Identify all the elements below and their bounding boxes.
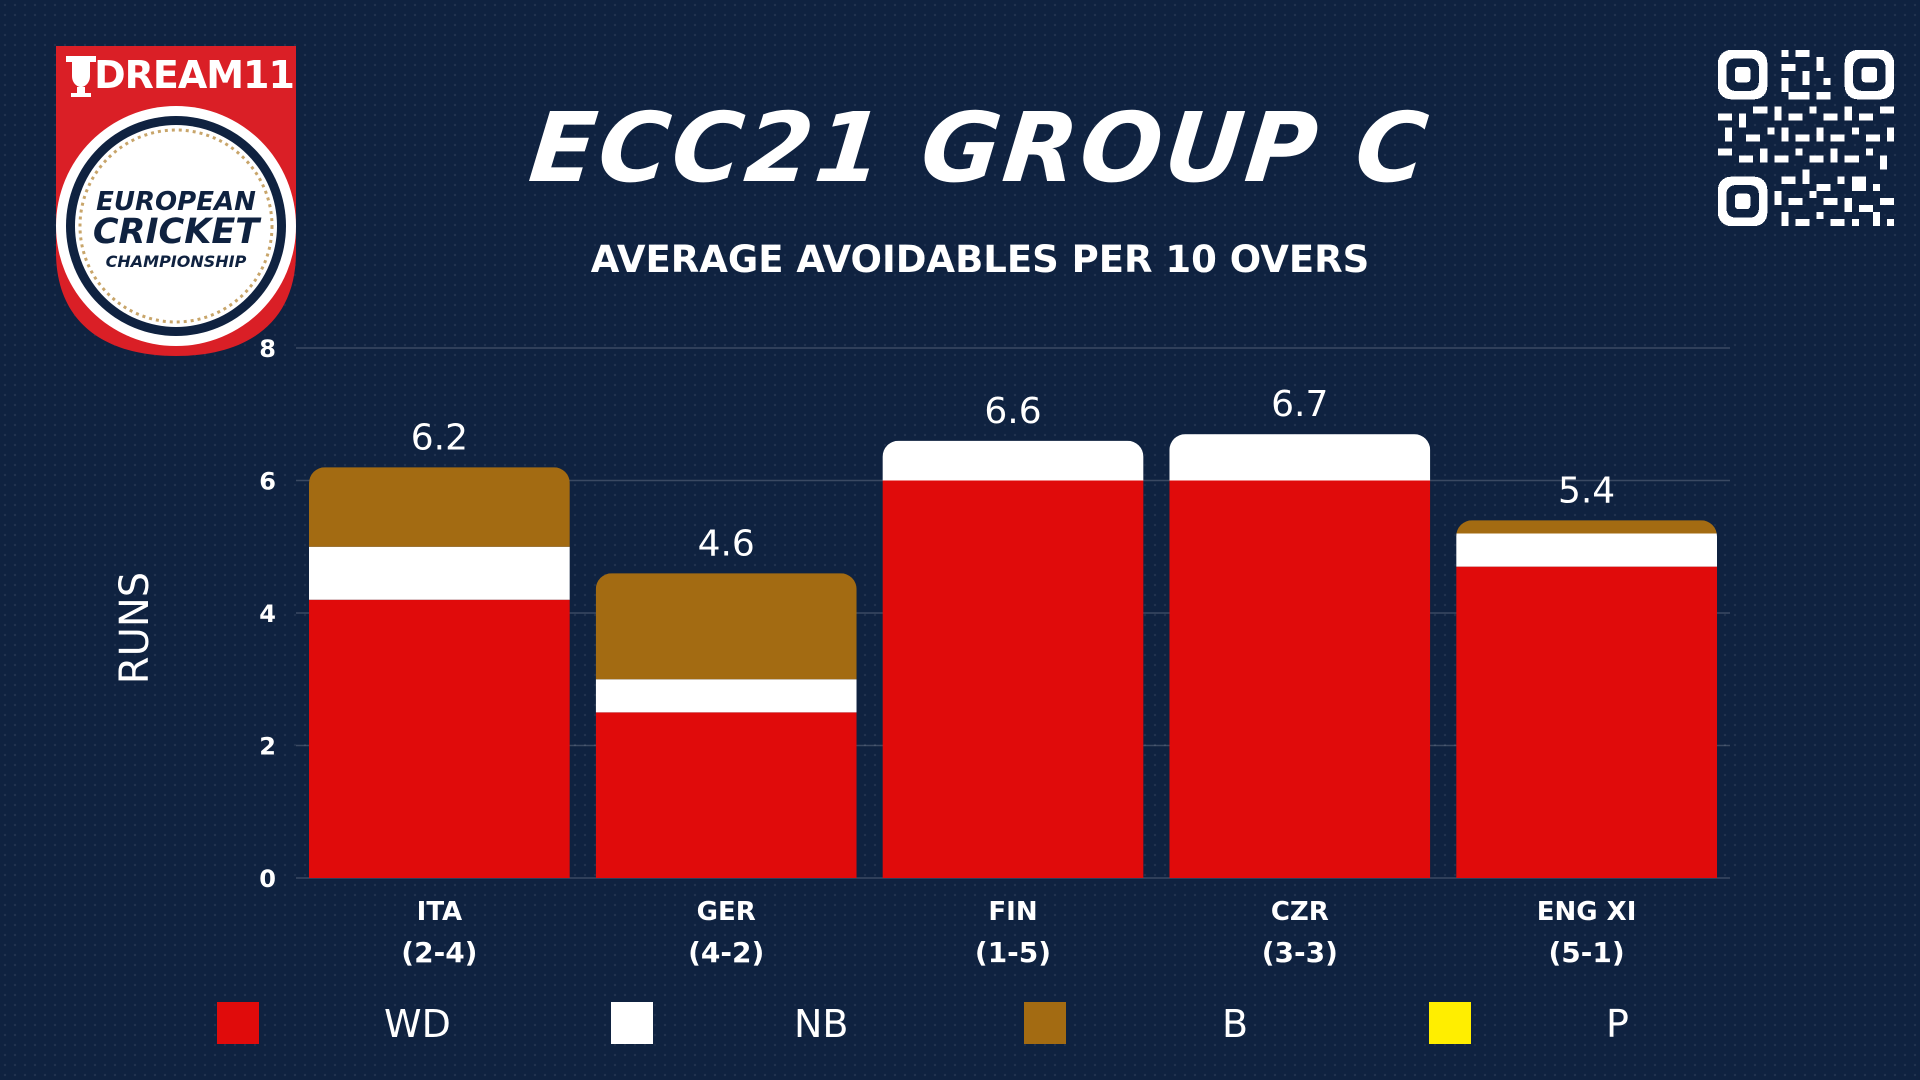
- y-axis-label: RUNS: [112, 572, 158, 684]
- bar-segment-nb: [1169, 434, 1431, 481]
- team-record-label: (2-4): [401, 936, 477, 969]
- bar-stack-ger: [595, 573, 857, 878]
- bar-total-label: 6.7: [1271, 384, 1328, 425]
- y-tick-label: 0: [259, 865, 276, 893]
- qr-code: [1718, 50, 1894, 226]
- bar-segment-wd: [1169, 480, 1431, 878]
- bar-segment-wd: [309, 599, 570, 878]
- bar-segment-b: [1456, 520, 1717, 534]
- european-cricket-championship-logo: DREAM11 EUROPEAN CRICKET CHAMPIONSHIP: [56, 46, 296, 356]
- x-tick-label: GER: [697, 897, 756, 927]
- y-tick-label: 6: [259, 468, 276, 496]
- bar-segment-wd: [882, 480, 1144, 878]
- bars: [309, 434, 1717, 878]
- y-tick-label: 2: [259, 733, 276, 761]
- x-tick-label: FIN: [988, 897, 1037, 927]
- y-tick-label: 4: [259, 600, 276, 628]
- svg-text:CRICKET: CRICKET: [93, 212, 262, 252]
- team-record-label: (3-3): [1262, 936, 1338, 969]
- labels: 0 2 4 6 8 6.2 ITA (2-4) 4.6 GER (4-2) 6.6 FIN (1-5) 6.…: [259, 335, 1636, 969]
- bar-stack-eng-xi: [1456, 520, 1717, 878]
- bar-stack-fin: [882, 440, 1144, 878]
- y-tick-label: 8: [259, 335, 276, 363]
- bar-segment-nb: [1456, 533, 1717, 567]
- team-record-label: (1-5): [975, 936, 1051, 969]
- bar-total-label: 5.4: [1558, 470, 1615, 511]
- bar-segment-b: [309, 467, 570, 547]
- bar-segment-nb: [595, 679, 857, 713]
- bar-segment-nb: [882, 440, 1144, 481]
- chart-subtitle: AVERAGE AVOIDABLES PER 10 OVERS: [590, 238, 1370, 281]
- bar-segment-wd: [595, 712, 857, 878]
- bar-segment-wd: [1456, 566, 1717, 878]
- bar-segment-b: [595, 573, 857, 680]
- bar-total-label: 6.6: [984, 391, 1041, 432]
- bar-segment-nb: [309, 546, 570, 600]
- bar-total-label: 6.2: [411, 417, 468, 458]
- svg-text:EUROPEAN: EUROPEAN: [96, 187, 256, 217]
- x-tick-label: ENG XI: [1537, 897, 1637, 927]
- x-tick-label: CZR: [1271, 897, 1329, 927]
- team-record-label: (5-1): [1549, 936, 1625, 969]
- svg-text:DREAM11: DREAM11: [94, 53, 294, 97]
- team-record-label: (4-2): [688, 936, 764, 969]
- svg-text:CHAMPIONSHIP: CHAMPIONSHIP: [106, 252, 247, 271]
- x-tick-label: ITA: [417, 897, 463, 927]
- bar-total-label: 4.6: [698, 523, 755, 564]
- bar-stack-czr: [1169, 434, 1431, 878]
- bar-stack-ita: [309, 467, 570, 878]
